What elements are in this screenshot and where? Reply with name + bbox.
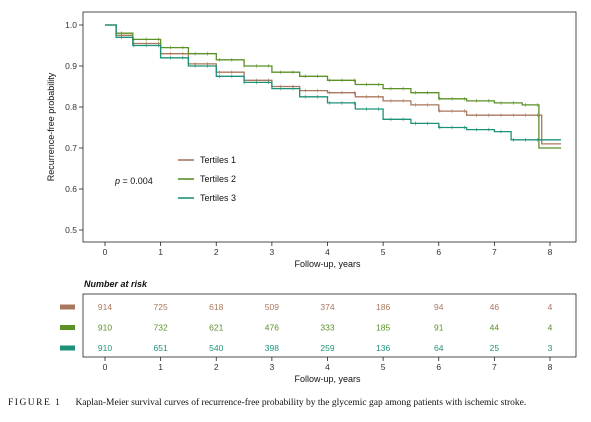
risk-cell: 509	[265, 302, 279, 312]
y-tick-label: 1.0	[65, 20, 77, 30]
y-tick-label: 0.7	[65, 143, 77, 153]
risk-table-x-axis-label: Follow-up, years	[294, 374, 361, 384]
risk-cell: 333	[320, 323, 334, 333]
risk-table-frame	[82, 293, 577, 358]
risk-table-x-axis: 0 1 2 3 4 5 6 7 8	[103, 357, 553, 372]
risk-x-tick-label: 2	[214, 362, 219, 372]
risk-cell: 910	[98, 343, 112, 353]
risk-cell: 398	[265, 343, 279, 353]
x-tick-label: 1	[158, 247, 163, 257]
p-value-annotation: p = 0.004	[114, 176, 153, 186]
y-tick-label: 0.5	[65, 225, 77, 235]
x-tick-label: 6	[436, 247, 441, 257]
risk-cell: 4	[548, 323, 553, 333]
x-tick-label: 7	[492, 247, 497, 257]
risk-x-tick-label: 8	[548, 362, 553, 372]
y-tick-label: 0.8	[65, 102, 77, 112]
risk-x-tick-label: 7	[492, 362, 497, 372]
p-symbol: p	[114, 176, 120, 186]
risk-cell: 725	[154, 302, 168, 312]
risk-cell: 46	[490, 302, 500, 312]
risk-row-swatch	[60, 304, 75, 310]
risk-cell: 910	[98, 323, 112, 333]
risk-table-title: Number at risk	[84, 279, 148, 289]
risk-row-swatch	[60, 325, 75, 330]
y-axis-label: Recurrence-free probability	[46, 72, 56, 181]
x-axis-label: Follow-up, years	[294, 259, 361, 269]
risk-cell: 651	[154, 343, 168, 353]
risk-cell: 618	[209, 302, 223, 312]
risk-cell: 25	[490, 343, 500, 353]
risk-cell: 64	[434, 343, 444, 353]
figure-caption: FIGURE 1 Kaplan-Meier survival curves of …	[8, 398, 588, 408]
risk-cell: 914	[98, 302, 112, 312]
risk-x-tick-label: 6	[436, 362, 441, 372]
risk-cell: 732	[154, 323, 168, 333]
risk-cell: 621	[209, 323, 223, 333]
survival-curve	[105, 24, 562, 145]
risk-x-tick-label: 1	[158, 362, 163, 372]
x-tick-label: 3	[270, 247, 275, 257]
risk-table: Number at risk 914 725 618 509 374 186 94 46 491…	[60, 279, 577, 384]
survival-curves	[105, 24, 562, 149]
plot-frame	[82, 11, 577, 243]
caption-text: Kaplan-Meier survival curves of recurren…	[75, 398, 527, 408]
x-tick-label: 5	[381, 247, 386, 257]
risk-cell: 185	[376, 323, 390, 333]
risk-x-tick-label: 0	[103, 362, 108, 372]
risk-cell: 91	[434, 323, 444, 333]
x-tick-label: 2	[214, 247, 219, 257]
x-tick-label: 0	[103, 247, 108, 257]
risk-cell: 374	[320, 302, 334, 312]
y-axis: 0.5 0.6 0.7 0.8 0.9 1.0	[65, 20, 83, 235]
legend-label: Tertiles 1	[200, 155, 236, 165]
survival-curve	[105, 24, 562, 141]
risk-x-tick-label: 5	[381, 362, 386, 372]
p-value: = 0.004	[120, 176, 153, 186]
y-tick-label: 0.9	[65, 61, 77, 71]
risk-cell: 186	[376, 302, 390, 312]
risk-cell: 4	[548, 302, 553, 312]
legend-label: Tertiles 3	[200, 193, 236, 203]
legend: Tertiles 1 Tertiles 2 Tertiles 3	[178, 155, 236, 203]
risk-cell: 476	[265, 323, 279, 333]
legend-label: Tertiles 2	[200, 174, 236, 184]
risk-x-tick-label: 3	[270, 362, 275, 372]
risk-cell: 94	[434, 302, 444, 312]
risk-cell: 136	[376, 343, 390, 353]
x-tick-label: 8	[548, 247, 553, 257]
figure-label: FIGURE 1	[8, 398, 62, 408]
risk-x-tick-label: 4	[325, 362, 330, 372]
x-tick-label: 4	[325, 247, 330, 257]
risk-cell: 540	[209, 343, 223, 353]
risk-cell: 44	[490, 323, 500, 333]
risk-row-swatch	[60, 345, 75, 351]
risk-cell: 259	[320, 343, 334, 353]
y-tick-label: 0.6	[65, 184, 77, 194]
x-axis: 0 1 2 3 4 5 6 7 8	[103, 242, 553, 257]
risk-cell: 3	[548, 343, 553, 353]
